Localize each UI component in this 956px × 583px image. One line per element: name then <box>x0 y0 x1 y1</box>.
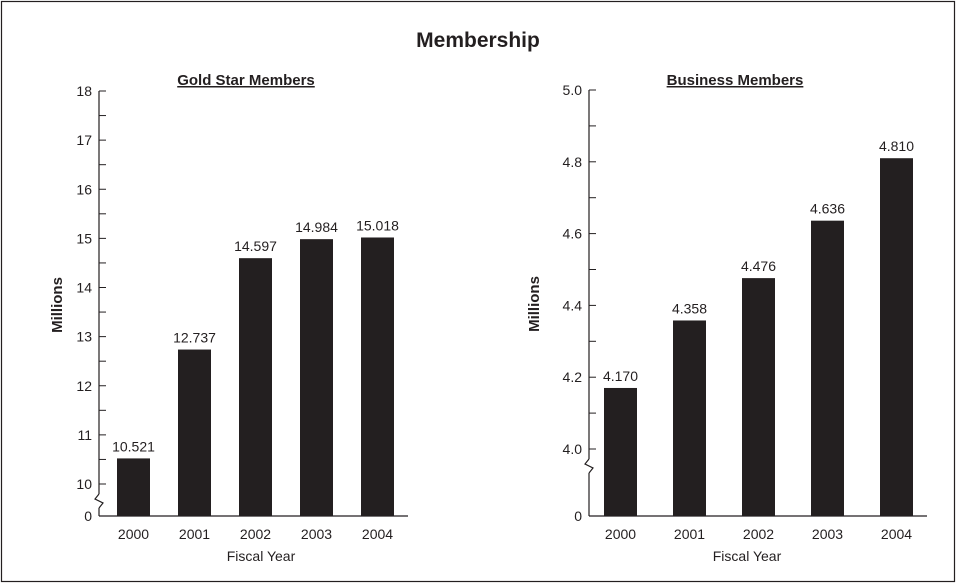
gold-star-y-zero-label: 0 <box>84 508 92 524</box>
business-x-tick-label: 2000 <box>605 526 636 542</box>
business-data-label: 4.810 <box>879 138 914 154</box>
business-x-tick-label: 2002 <box>743 526 774 542</box>
gold-star-bar <box>117 458 150 516</box>
gold-star-data-label: 12.737 <box>173 330 216 346</box>
gold-star-data-label: 15.018 <box>356 217 399 233</box>
business-y-tick-label: 4.2 <box>563 369 583 385</box>
business-axis-break-mark <box>584 458 594 474</box>
business-y-tick-label: 4.8 <box>563 154 583 170</box>
business-x-tick-label: 2001 <box>674 526 705 542</box>
gold-star-y-axis-label: Millions <box>49 277 66 333</box>
business-data-label: 4.476 <box>741 258 776 274</box>
business-y-zero-label: 0 <box>574 508 582 524</box>
gold-star-y-tick-label: 10 <box>76 476 92 492</box>
gold-star-x-tick-label: 2004 <box>362 526 393 542</box>
business-bar <box>673 320 706 516</box>
gold-star-axis-break-mark <box>94 493 104 509</box>
business-y-tick-label: 5.0 <box>563 82 583 98</box>
gold-star-y-tick-label: 11 <box>77 427 92 443</box>
business-bar <box>811 220 844 516</box>
business-bar <box>742 278 775 516</box>
business-bar <box>880 158 913 516</box>
business-y-tick-label: 4.0 <box>563 441 583 457</box>
gold-star-x-tick-label: 2002 <box>240 526 271 542</box>
business-data-label: 4.170 <box>603 368 638 384</box>
gold-star-y-tick-label: 14 <box>76 280 92 296</box>
business-data-label: 4.358 <box>672 300 707 316</box>
gold-star-y-tick-label: 13 <box>76 329 92 345</box>
gold-star-y-tick-label: 15 <box>76 230 92 246</box>
gold-star-bar <box>361 237 394 516</box>
business-y-tick-label: 4.6 <box>563 226 583 242</box>
gold-star-y-tick-label: 17 <box>76 132 92 148</box>
gold-star-y-tick-label: 16 <box>76 181 92 197</box>
gold-star-x-tick-label: 2003 <box>301 526 332 542</box>
business-data-label: 4.636 <box>810 201 845 217</box>
gold-star-x-axis-label: Fiscal Year <box>227 548 296 564</box>
gold-star-bar <box>239 258 272 516</box>
gold-star-bar <box>178 349 211 516</box>
figure-title: Membership <box>416 29 540 52</box>
business-chart-title: Business Members <box>667 72 804 89</box>
gold-star-x-tick-label: 2000 <box>118 526 149 542</box>
business-y-axis-label: Millions <box>526 276 543 332</box>
gold-star-y-tick-label: 12 <box>76 378 92 394</box>
gold-star-bar <box>300 239 333 516</box>
gold-star-x-tick-label: 2001 <box>179 526 210 542</box>
gold-star-data-label: 14.597 <box>234 238 277 254</box>
business-x-axis-label: Fiscal Year <box>713 548 782 564</box>
business-y-tick-label: 4.4 <box>563 297 583 313</box>
gold-star-data-label: 10.521 <box>112 438 155 454</box>
gold-star-y-tick-label: 18 <box>76 83 92 99</box>
business-bar <box>604 387 637 516</box>
business-x-tick-label: 2004 <box>881 526 912 542</box>
business-x-tick-label: 2003 <box>812 526 843 542</box>
gold-star-chart-title: Gold Star Members <box>177 72 315 89</box>
gold-star-data-label: 14.984 <box>295 219 338 235</box>
